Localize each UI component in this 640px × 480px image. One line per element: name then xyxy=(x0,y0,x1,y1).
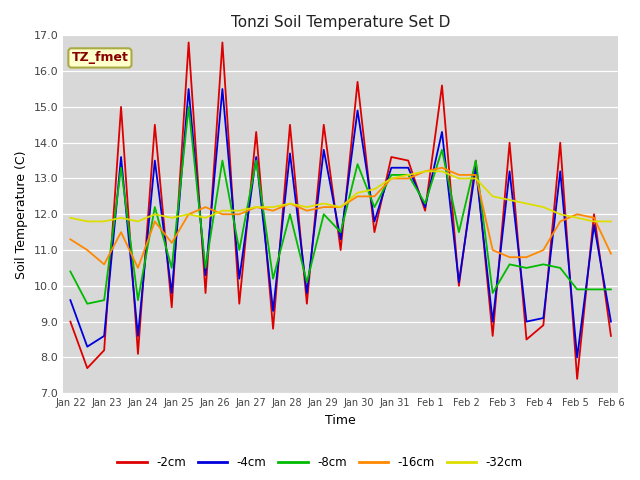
Y-axis label: Soil Temperature (C): Soil Temperature (C) xyxy=(15,150,28,278)
Legend: -2cm, -4cm, -8cm, -16cm, -32cm: -2cm, -4cm, -8cm, -16cm, -32cm xyxy=(113,452,527,474)
Text: TZ_fmet: TZ_fmet xyxy=(72,51,129,64)
X-axis label: Time: Time xyxy=(325,414,356,427)
Title: Tonzi Soil Temperature Set D: Tonzi Soil Temperature Set D xyxy=(231,15,451,30)
